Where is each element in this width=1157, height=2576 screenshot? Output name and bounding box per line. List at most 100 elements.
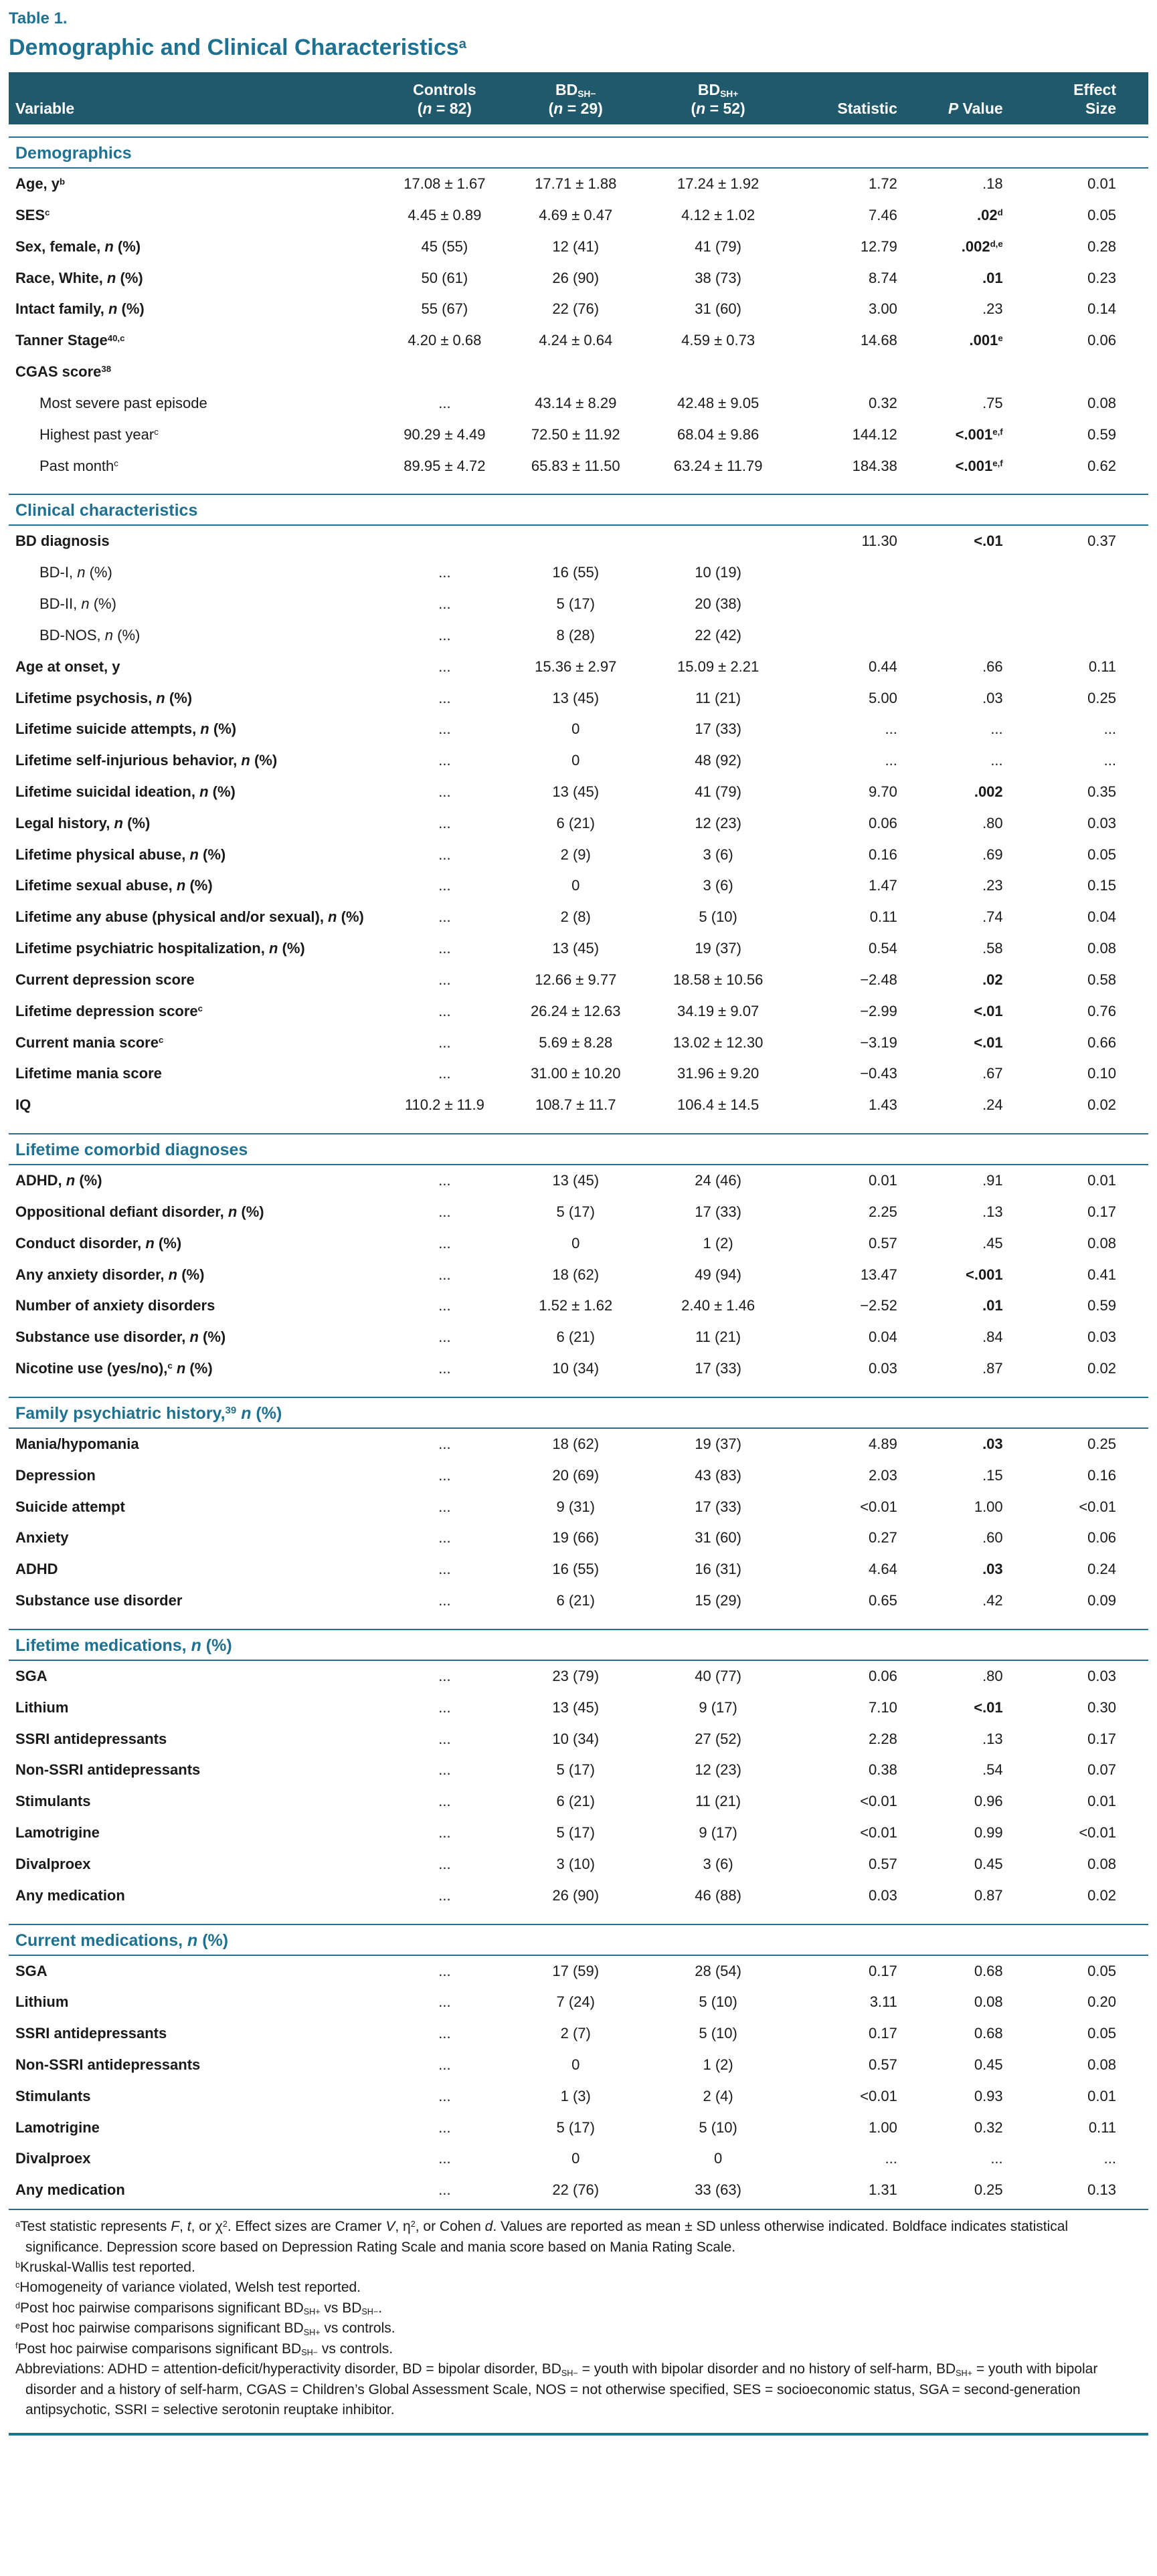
cell-variable: Age, yb [15, 175, 66, 193]
cell-variable: Lamotrigine [15, 2118, 100, 2136]
table-row: Lifetime suicide attempts, n (%)... 0 17 (… [9, 714, 1148, 745]
cell-controls: 55 (67) [421, 300, 468, 318]
cell-controls: ... [438, 1033, 451, 1051]
cell-variable: Number of anxiety disorders [15, 1297, 215, 1314]
table-row: Tanner Stage40,c 4.20 ± 0.68 4.24 ± 0.64 4.… [9, 325, 1148, 357]
table-label: Table 1. [9, 9, 68, 27]
cell-variable: BD-I, n (%) [39, 564, 112, 581]
cell-variable: BD diagnosis [15, 532, 110, 550]
cell-controls: ... [438, 1529, 451, 1547]
cell-p-value: 0.32 [974, 2118, 1003, 2136]
cell-variable: Nicotine use (yes/no),c n (%) [15, 1360, 213, 1377]
cell-controls: ... [438, 1002, 451, 1019]
cell-statistic: 0.06 [869, 1667, 897, 1684]
cell-variable: Mania/hypomania [15, 1435, 139, 1452]
table-row: ADHD... 16 (55) 16 (31) 4.64 .03 0.24 [9, 1554, 1148, 1585]
cell-statistic: 0.54 [869, 940, 897, 957]
cell-bd-sh-plus: 20 (38) [695, 595, 741, 613]
cell-statistic: 0.06 [869, 814, 897, 831]
cell-bd-sh-plus: 15 (29) [695, 1592, 741, 1609]
cell-p-value: 0.68 [974, 2025, 1003, 2042]
cell-bd-sh-minus: 6 (21) [556, 814, 595, 831]
cell-effect-size: 0.05 [1087, 846, 1116, 863]
cell-effect-size: 0.03 [1087, 1328, 1116, 1346]
table-row: Lamotrigine... 5 (17) 9 (17) <0.01 0.99 <0.01 [9, 1817, 1148, 1849]
section-lifetime-comorbid-diagnoses: Lifetime comorbid diagnoses ADHD, n (%)..… [9, 1121, 1148, 1385]
cell-p-value: <.001e,f [955, 425, 1003, 443]
cell-statistic: <0.01 [860, 1793, 897, 1810]
cell-statistic: −2.48 [860, 971, 897, 988]
cell-bd-sh-minus: 20 (69) [552, 1466, 600, 1484]
cell-controls: ... [438, 908, 451, 926]
cell-variable: Conduct disorder, n (%) [15, 1234, 182, 1252]
cell-controls: 17.08 ± 1.67 [404, 175, 486, 193]
cell-bd-sh-plus: 17 (33) [695, 720, 741, 738]
cell-p-value: <.001e,f [955, 457, 1003, 474]
cell-bd-sh-plus: 2.40 ± 1.46 [681, 1297, 755, 1314]
cell-bd-sh-plus: 48 (92) [695, 752, 741, 769]
cell-controls: ... [438, 2056, 451, 2073]
cell-controls: ... [438, 2025, 451, 2042]
cell-bd-sh-plus: 19 (37) [695, 940, 741, 957]
table-row: SESc 4.45 ± 0.89 4.69 ± 0.47 4.12 ± 1.02 7.4… [9, 200, 1148, 231]
section-title: Family psychiatric history,39 n (%) [9, 1396, 1148, 1429]
cell-controls [385, 526, 505, 557]
table-row: Age, yb 17.08 ± 1.67 17.71 ± 1.88 17.24 ± 1… [9, 169, 1148, 200]
cell-variable: Any medication [15, 1886, 125, 1904]
table-row: Age at onset, y... 15.36 ± 2.97 15.09 ± 2.… [9, 652, 1148, 683]
table-row: SSRI antidepressants... 10 (34) 27 (52) 2.2… [9, 1724, 1148, 1755]
table-row: Nicotine use (yes/no),c n (%)... 10 (34) 1… [9, 1353, 1148, 1385]
cell-variable: SGA [15, 1667, 48, 1684]
cell-bd-sh-plus: 106.4 ± 14.5 [677, 1096, 760, 1114]
cell-controls: ... [438, 1886, 451, 1904]
table-row: BD diagnosis 11.30 <.01 0.37 [9, 526, 1148, 557]
cell-effect-size: 0.13 [1087, 2181, 1116, 2199]
cell-effect-size: 0.11 [1088, 658, 1116, 675]
cell-bd-sh-minus: 18 (62) [552, 1266, 600, 1283]
cell-bd-sh-plus: 9 (17) [699, 1698, 737, 1716]
footnote: ePost hoc pairwise comparisons significa… [15, 2320, 395, 2337]
cell-variable: SGA [15, 1962, 48, 1979]
cell-bd-sh-minus: 7 (24) [556, 1993, 595, 2011]
cell-bd-sh-plus: 40 (77) [695, 1667, 741, 1684]
cell-variable: SSRI antidepressants [15, 1730, 167, 1747]
cell-effect-size: 0.08 [1087, 394, 1116, 411]
cell-controls: ... [438, 394, 451, 411]
cell-variable: Lifetime self-injurious behavior, n (%) [15, 752, 278, 769]
column-header-statistic: Statistic [789, 72, 915, 125]
table-row: Current mania scorec... 5.69 ± 8.28 13.02 … [9, 1027, 1148, 1059]
cell-statistic: 184.38 [852, 457, 897, 474]
section-current-medications: Current medications, n (%) SGA... 17 (59) 2… [9, 1912, 1148, 2207]
section-header-row: Clinical characteristics [9, 482, 1148, 526]
cell-bd-sh-minus: 10 (34) [552, 1730, 600, 1747]
cell-effect-size: 0.10 [1087, 1065, 1116, 1082]
cell-bd-sh-plus: 17.24 ± 1.92 [677, 175, 760, 193]
cell-variable: Any anxiety disorder, n (%) [15, 1266, 205, 1283]
table-row: Race, White, n (%) 50 (61) 26 (90) 38 (73) 8… [9, 263, 1148, 294]
cell-bd-sh-plus: 11 (21) [695, 1793, 741, 1810]
cell-variable: Substance use disorder, n (%) [15, 1328, 226, 1346]
table-row: Number of anxiety disorders... 1.52 ± 1.6… [9, 1290, 1148, 1322]
cell-bd-sh-plus: 5 (10) [699, 908, 737, 926]
cell-statistic [790, 357, 915, 388]
cell-variable: Lifetime any abuse (physical and/or sexu… [15, 908, 364, 926]
cell-bd-sh-plus: 1 (2) [703, 1234, 733, 1252]
section-header-row: Lifetime medications, n (%) [9, 1617, 1148, 1661]
cell-controls: ... [438, 689, 451, 706]
table-row: Lithium... 13 (45) 9 (17) 7.10 <.01 0.30 [9, 1692, 1148, 1724]
cell-bd-sh-plus: 13.02 ± 12.30 [673, 1033, 764, 1051]
table-row: SGA... 17 (59) 28 (54) 0.17 0.68 0.05 [9, 1956, 1148, 1987]
cell-bd-sh-plus: 3 (6) [703, 877, 733, 894]
cell-variable: Lifetime psychiatric hospitalization, n … [15, 940, 305, 957]
cell-variable: SESc [15, 206, 50, 223]
cell-bd-sh-plus: 17 (33) [695, 1360, 741, 1377]
cell-bd-sh-minus: 22 (76) [552, 300, 600, 318]
cell-bd-sh-plus: 11 (21) [695, 1328, 741, 1346]
cell-bd-sh-plus: 4.12 ± 1.02 [681, 206, 755, 223]
cell-bd-sh-plus: 12 (23) [695, 814, 741, 831]
cell-effect-size: 0.25 [1087, 1435, 1116, 1452]
cell-bd-sh-plus: 46 (88) [695, 1886, 741, 1904]
cell-bd-sh-plus: 17 (33) [695, 1203, 741, 1220]
cell-p-value: .02d [977, 206, 1003, 223]
cell-statistic: 0.17 [869, 2025, 897, 2042]
